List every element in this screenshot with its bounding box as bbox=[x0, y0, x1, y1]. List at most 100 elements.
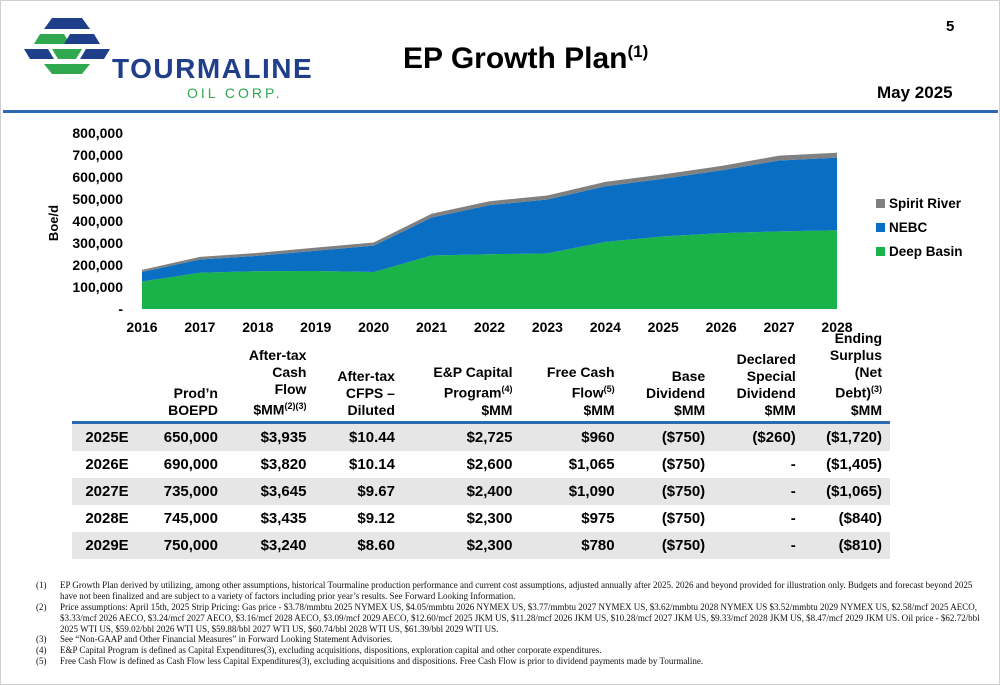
title-text: EP Growth Plan bbox=[403, 42, 628, 75]
table-cell: ($750) bbox=[661, 455, 706, 473]
header-footnote-ref: (2)(3) bbox=[284, 401, 307, 411]
table-body: 2025E 650,000 $3,935 $10.44 $2,725 $960 ($750)… bbox=[72, 422, 890, 559]
page-title: EP Growth Plan(1) bbox=[403, 42, 648, 76]
table-cell: 2026E bbox=[85, 455, 129, 473]
table-cell: $2,725 bbox=[466, 428, 513, 446]
y-axis-label: Boe/d bbox=[46, 205, 61, 241]
x-tick-label: 2028 bbox=[821, 319, 852, 335]
table-cell: - bbox=[790, 455, 796, 473]
footnote-text: E&P Capital Program is defined as Capita… bbox=[60, 645, 602, 655]
table-cell: $1,065 bbox=[568, 455, 615, 473]
x-tick-label: 2026 bbox=[706, 319, 737, 335]
table-cell: 750,000 bbox=[163, 536, 218, 554]
x-tick-label: 2025 bbox=[648, 319, 679, 335]
x-tick-label: 2023 bbox=[532, 319, 563, 335]
column-header bbox=[72, 330, 142, 422]
footnote-number: (3) bbox=[36, 634, 47, 644]
y-tick-label: 300,000 bbox=[72, 235, 123, 251]
table-cell: $2,300 bbox=[466, 509, 513, 527]
table-cell: $9.67 bbox=[357, 482, 395, 500]
y-tick-label: 800,000 bbox=[72, 125, 123, 141]
table-cell: ($750) bbox=[661, 482, 706, 500]
header-footnote-ref: (4) bbox=[501, 384, 513, 394]
column-header: Base Dividend $MM bbox=[646, 367, 706, 418]
table-cell: $3,645 bbox=[260, 482, 307, 500]
table-cell: $780 bbox=[581, 536, 615, 554]
table-cell: ($840) bbox=[838, 509, 882, 527]
table-cell: $2,400 bbox=[466, 482, 513, 500]
table-cell: $975 bbox=[581, 509, 615, 527]
column-header: Prod’n BOEPD bbox=[168, 384, 218, 418]
x-tick-label: 2020 bbox=[358, 319, 389, 335]
y-tick-label: 700,000 bbox=[72, 147, 123, 163]
table-cell: 2027E bbox=[85, 482, 129, 500]
table-row: 2029E 750,000 $3,240 $8.60 $2,300 $780 ($750) -… bbox=[72, 531, 890, 559]
table-cell: 2025E bbox=[85, 428, 129, 446]
footnote-number: (1) bbox=[36, 580, 47, 590]
production-area-chart: - 100,000 200,000 300,000 400,000 500,000 600,… bbox=[46, 125, 963, 335]
x-tick-label: 2019 bbox=[300, 319, 331, 335]
table-cell: $10.14 bbox=[349, 455, 395, 473]
logo-wordmark: TOURMALINE bbox=[112, 53, 314, 84]
table-cell: - bbox=[790, 482, 796, 500]
legend-swatch bbox=[876, 223, 885, 232]
header-footnote-ref: (5) bbox=[603, 384, 615, 394]
table-row: 2028E 745,000 $3,435 $9.12 $2,300 $975 ($750) -… bbox=[72, 505, 890, 532]
table-cell: ($1,065) bbox=[826, 482, 882, 500]
table-cell: 650,000 bbox=[163, 428, 218, 446]
table-cell: $3,240 bbox=[260, 536, 307, 554]
y-tick-label: 400,000 bbox=[72, 213, 123, 229]
x-tick-label: 2027 bbox=[764, 319, 795, 335]
column-header: After-tax CFPS – Diluted bbox=[337, 367, 395, 418]
table-cell: ($750) bbox=[661, 536, 706, 554]
table-cell: $2,300 bbox=[466, 536, 513, 554]
title-footnote-ref: (1) bbox=[627, 42, 649, 61]
table-cell: $960 bbox=[581, 428, 615, 446]
table-cell: ($750) bbox=[661, 428, 706, 446]
footnote-text: Free Cash Flow is defined as Cash Flow l… bbox=[60, 656, 704, 666]
table-cell: ($1,720) bbox=[826, 428, 882, 446]
growth-plan-table: Prod’n BOEPD After-tax Cash Flow $MM(2)(3… bbox=[72, 330, 890, 559]
table-row: 2026E 690,000 $3,820 $10.14 $2,600 $1,065 ($75… bbox=[72, 451, 890, 478]
header-footnote-ref: (3) bbox=[871, 384, 882, 394]
table-cell: - bbox=[790, 536, 796, 554]
page-number: 5 bbox=[946, 18, 955, 35]
column-header: E&P Capital Program(4) $MM bbox=[433, 364, 513, 418]
table-cell: $3,935 bbox=[260, 428, 307, 446]
footnote-number: (2) bbox=[36, 602, 47, 612]
table-cell: ($260) bbox=[752, 428, 796, 446]
table-cell: ($750) bbox=[661, 509, 706, 527]
table-cell: 2029E bbox=[85, 536, 129, 554]
table-cell: $10.44 bbox=[349, 428, 395, 446]
column-header: After-tax Cash Flow $MM(2)(3) bbox=[248, 347, 307, 418]
table-cell: $3,435 bbox=[260, 509, 307, 527]
x-tick-label: 2017 bbox=[184, 319, 215, 335]
table-cell: $9.12 bbox=[357, 509, 395, 527]
footnote-text: EP Growth Plan derived by utilizing, amo… bbox=[60, 580, 973, 601]
x-tick-label: 2018 bbox=[242, 319, 273, 335]
x-tick-label: 2024 bbox=[590, 319, 621, 335]
footnote-number: (4) bbox=[36, 645, 47, 655]
column-header: Declared Special Dividend $MM bbox=[736, 350, 796, 418]
table-cell: 745,000 bbox=[163, 509, 218, 527]
table-header-row: Prod’n BOEPD After-tax Cash Flow $MM(2)(3… bbox=[72, 330, 890, 423]
table-row: 2025E 650,000 $3,935 $10.44 $2,725 $960 ($750)… bbox=[72, 422, 890, 451]
y-tick-label: 500,000 bbox=[72, 191, 123, 207]
table-cell: $2,600 bbox=[466, 455, 513, 473]
table-cell: $1,090 bbox=[568, 482, 615, 500]
logo-subtitle: OIL CORP. bbox=[187, 85, 283, 101]
table-cell: ($810) bbox=[838, 536, 882, 554]
y-tick-label: - bbox=[118, 301, 123, 317]
table-cell: $3,820 bbox=[260, 455, 307, 473]
table-cell: ($1,405) bbox=[826, 455, 882, 473]
x-tick-label: 2016 bbox=[126, 319, 157, 335]
y-tick-label: 600,000 bbox=[72, 169, 123, 185]
y-tick-label: 200,000 bbox=[72, 257, 123, 273]
legend-label: Spirit River bbox=[889, 196, 962, 211]
legend-label: Deep Basin bbox=[889, 244, 963, 259]
footnote-text: Price assumptions: April 15th, 2025 Stri… bbox=[60, 602, 980, 634]
table-cell: 690,000 bbox=[163, 455, 218, 473]
column-header: Free Cash Flow(5) $MM bbox=[546, 364, 615, 418]
footnote-text: See “Non-GAAP and Other Financial Measur… bbox=[60, 634, 393, 644]
header-divider bbox=[3, 110, 998, 113]
